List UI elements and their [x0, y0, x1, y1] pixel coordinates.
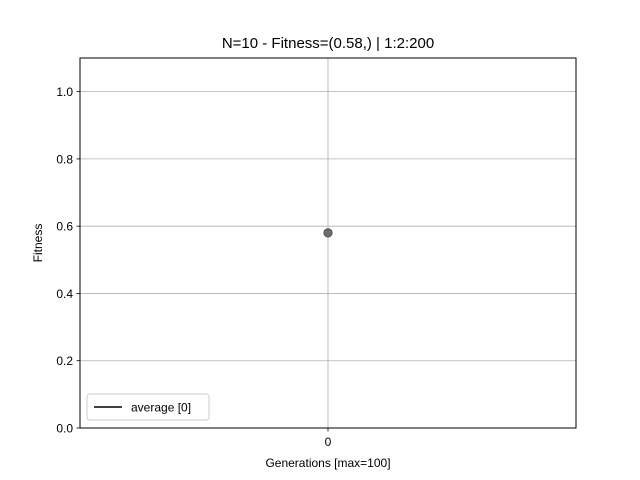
grid-lines	[80, 58, 576, 429]
legend-label: average [0]	[131, 401, 191, 415]
legend-box	[86, 393, 210, 421]
axis-ticks: 0.0 0.2 0.4 0.6 0.8 1.0 0	[56, 85, 331, 449]
y-axis-label: Fitness	[31, 224, 45, 263]
x-axis-label: Generations [max=100]	[265, 456, 390, 470]
data-point	[323, 228, 333, 238]
y-tick-label: 0.6	[56, 220, 73, 234]
y-tick-label: 0.4	[56, 287, 73, 301]
y-tick-label: 0.2	[56, 354, 73, 368]
y-tick-label: 0.0	[56, 422, 73, 436]
x-tick-label: 0	[325, 435, 332, 449]
chart-title: N=10 - Fitness=(0.58,) | 1:2:200	[222, 35, 434, 52]
legend: average [0]	[86, 393, 210, 421]
data-layer	[323, 228, 333, 238]
y-tick-label: 0.8	[56, 152, 73, 166]
y-tick-label: 1.0	[56, 85, 73, 99]
